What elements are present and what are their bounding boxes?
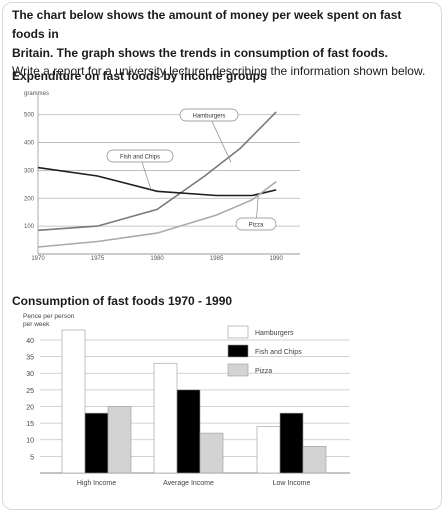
prompt-line-1: The chart below shows the amount of mone… [12,8,402,41]
x-tick-average-income: Average Income [163,480,214,487]
bar-chart-title: Consumption of fast foods 1970 - 1990 [12,294,233,308]
callout-leader-hamburgers [208,114,232,163]
legend-swatch-pizza [227,363,249,377]
bar-average-income-fish-and-chips [176,389,201,474]
y-tick-35: 35 [26,355,34,362]
series-line-fish-and-chips [37,166,277,197]
line-chart-title: Expenditure on fast foods by income grou… [12,69,267,83]
x-tick-1975: 1975 [91,256,105,262]
line-chart: grammes 100 200 300 400 500 1970 1975 1980 1985 19… [24,91,300,262]
x-tick-1970: 1970 [31,256,45,262]
bar-high-income-pizza [107,406,132,474]
callout-box-hamburgers [179,108,239,122]
y-tick-300: 300 [24,168,35,174]
y-tick-15: 15 [26,421,34,428]
y-tick-100: 100 [24,224,35,230]
callout-box-fish-and-chips [106,149,174,163]
x-tick-high-income: High Income [77,480,116,487]
x-tick-low-income: Low Income [273,480,311,487]
prompt-line-2: Britain. The graph shows the trends in c… [12,46,389,60]
y-axis-label-line-2: per week [23,321,50,328]
bar-low-income-hamburgers [256,426,281,474]
callout-label-pizza: Pizza [249,223,264,229]
prompt-line-3: Write a report for a university lecturer… [12,64,426,78]
y-tick-40: 40 [26,338,34,345]
bar-high-income-hamburgers [61,329,86,474]
y-axis-label-line-1: Pence per person [23,313,75,320]
y-tick-20: 20 [26,404,34,411]
x-tick-1990: 1990 [270,256,284,262]
y-tick-25: 25 [26,388,34,395]
y-tick-200: 200 [24,196,35,202]
bar-average-income-hamburgers [153,362,178,474]
x-tick-1985: 1985 [210,256,224,262]
legend-label-fish-and-chips: Fish and Chips [255,349,302,356]
legend-swatch-hamburgers [227,325,249,339]
x-tick-1980: 1980 [150,256,164,262]
bar-average-income-pizza [199,432,224,474]
legend-swatch-fish-and-chips [227,344,249,358]
callout-label-hamburgers: Hamburgers [192,114,225,120]
y-tick-400: 400 [24,141,35,147]
task-prompt: The chart below shows the amount of mone… [12,6,436,80]
y-axis-label: grammes [24,91,49,97]
legend-label-pizza: Pizza [255,368,272,375]
y-tick-500: 500 [24,113,35,119]
bar-low-income-pizza [302,446,327,474]
y-tick-5: 5 [30,454,34,461]
callout-box-pizza [235,217,277,231]
callout-label-fish-and-chips: Fish and Chips [120,155,160,161]
series-line-pizza [37,180,277,248]
bar-low-income-fish-and-chips [279,412,304,474]
bar-high-income-fish-and-chips [84,412,109,474]
legend-label-hamburgers: Hamburgers [255,330,294,337]
y-tick-30: 30 [26,371,34,378]
y-tick-10: 10 [26,438,34,445]
